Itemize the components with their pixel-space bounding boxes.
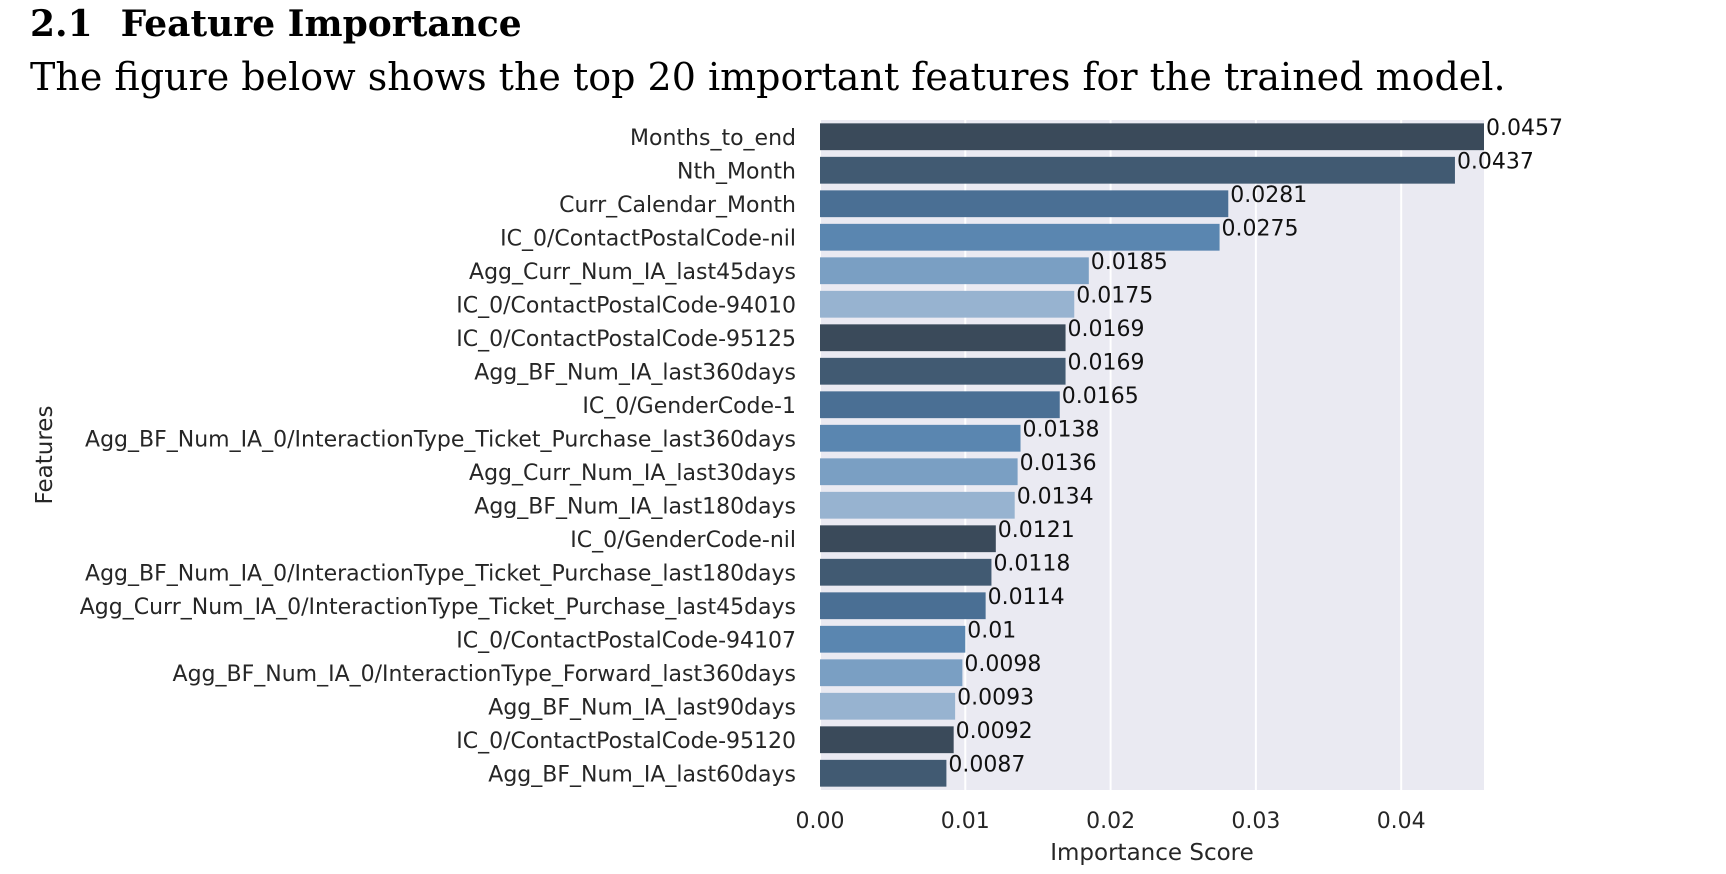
y-tick-label: Months_to_end	[630, 126, 796, 151]
section-heading: 2.1 Feature Importance	[30, 0, 522, 48]
bar-value-label: 0.0185	[1091, 250, 1168, 275]
y-tick-label: Agg_BF_Num_IA_last180days	[474, 494, 796, 519]
bar	[820, 190, 1229, 218]
bar	[820, 357, 1066, 385]
y-tick-label: Agg_BF_Num_IA_0/InteractionType_Ticket_P…	[85, 427, 796, 452]
y-tick-label: IC_0/ContactPostalCode-95125	[456, 327, 796, 352]
bar	[820, 726, 954, 754]
bar	[820, 391, 1060, 419]
y-tick-label: IC_0/ContactPostalCode-nil	[500, 226, 796, 251]
y-axis-title: Features	[32, 406, 58, 505]
bar	[820, 659, 963, 687]
bar-value-label: 0.0175	[1076, 283, 1153, 308]
bar	[820, 491, 1015, 519]
bar	[820, 324, 1066, 352]
bar	[820, 290, 1075, 318]
y-tick-label: Agg_BF_Num_IA_last90days	[488, 695, 796, 720]
x-tick-labels: 0.00 0.01 0.02 0.03 0.04	[796, 809, 1426, 834]
x-tick-label: 0.01	[941, 809, 990, 834]
bar	[820, 625, 966, 653]
bar-value-label: 0.0138	[1023, 417, 1100, 442]
x-tick-label: 0.02	[1086, 809, 1135, 834]
y-tick-label: IC_0/GenderCode-1	[582, 394, 796, 419]
y-tick-label: Agg_BF_Num_IA_last60days	[488, 762, 796, 787]
bar	[820, 458, 1018, 486]
y-tick-label: IC_0/ContactPostalCode-94010	[456, 293, 796, 318]
bar-value-label: 0.0134	[1017, 484, 1094, 509]
bar	[820, 257, 1089, 285]
x-tick-label: 0.04	[1377, 809, 1426, 834]
bar-value-label: 0.0121	[998, 518, 1075, 543]
x-axis-title: Importance Score	[1050, 840, 1254, 866]
y-tick-label: Agg_BF_Num_IA_0/InteractionType_Forward_…	[173, 662, 796, 687]
y-tick-labels: Months_to_end Nth_Month Curr_Calendar_Mont…	[80, 126, 796, 788]
bar-value-label: 0.0169	[1068, 317, 1145, 342]
bars	[820, 123, 1484, 787]
section-caption: The figure below shows the top 20 import…	[30, 55, 1506, 99]
bar	[820, 223, 1220, 251]
bar-value-label: 0.0275	[1222, 216, 1299, 241]
y-tick-label: Agg_Curr_Num_IA_last30days	[469, 461, 796, 486]
bar	[820, 525, 996, 553]
plot-background	[820, 120, 1484, 790]
y-tick-label: Agg_Curr_Num_IA_0/InteractionType_Ticket…	[80, 595, 796, 620]
bar-value-label: 0.0437	[1457, 149, 1534, 174]
section-number: 2.1	[30, 3, 93, 45]
y-tick-label: IC_0/GenderCode-nil	[570, 528, 796, 553]
bar	[820, 692, 956, 720]
bar	[820, 123, 1484, 151]
y-tick-label: Agg_BF_Num_IA_last360days	[474, 360, 796, 385]
bar-value-label: 0.0457	[1486, 116, 1563, 141]
bar	[820, 592, 986, 620]
y-tick-label: IC_0/ContactPostalCode-94107	[456, 628, 796, 653]
y-tick-label: Agg_Curr_Num_IA_last45days	[469, 260, 796, 285]
y-tick-label: IC_0/ContactPostalCode-95120	[456, 729, 796, 754]
bar-value-label: 0.0092	[956, 719, 1033, 744]
bar-value-label: 0.0165	[1062, 384, 1139, 409]
y-tick-label: Agg_BF_Num_IA_0/InteractionType_Ticket_P…	[85, 561, 796, 586]
y-tick-label: Curr_Calendar_Month	[559, 193, 796, 218]
bar-value-label: 0.0118	[993, 551, 1070, 576]
bar-value-label: 0.0136	[1020, 451, 1097, 476]
bar-value-label: 0.0169	[1068, 350, 1145, 375]
section-title: Feature Importance	[120, 3, 522, 45]
bar-value-label: 0.01	[967, 618, 1016, 643]
bar-value-label: 0.0093	[957, 685, 1034, 710]
bar	[820, 558, 992, 586]
x-tick-label: 0.00	[796, 809, 845, 834]
y-tick-label: Nth_Month	[677, 159, 796, 184]
bar	[820, 156, 1455, 184]
bar-value-label: 0.0087	[948, 752, 1025, 777]
bar	[820, 759, 947, 787]
bar-value-label: 0.0114	[988, 585, 1065, 610]
value-labels: 0.0457 0.0437 0.0281 0.0275 0.0185 0.0175 0.01…	[948, 116, 1563, 778]
bar	[820, 424, 1021, 452]
bar-value-label: 0.0281	[1230, 183, 1307, 208]
x-tick-label: 0.03	[1231, 809, 1280, 834]
bar-value-label: 0.0098	[964, 652, 1041, 677]
